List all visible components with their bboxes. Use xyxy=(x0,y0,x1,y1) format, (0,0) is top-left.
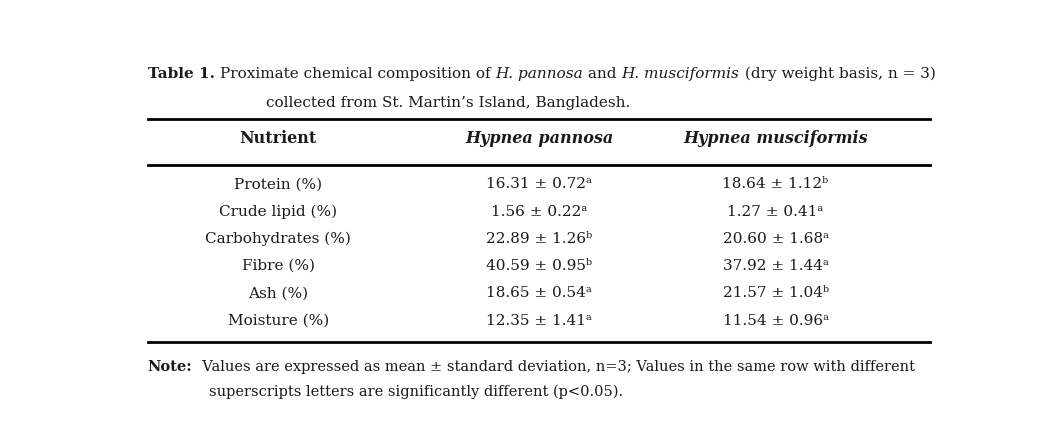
Text: 18.65 ± 0.54ᵃ: 18.65 ± 0.54ᵃ xyxy=(486,286,592,300)
Text: Protein (%): Protein (%) xyxy=(235,177,322,191)
Text: Hypnea pannosa: Hypnea pannosa xyxy=(465,129,613,146)
Text: Ash (%): Ash (%) xyxy=(248,286,308,300)
Text: Hypnea musciformis: Hypnea musciformis xyxy=(684,129,868,146)
Text: Values are expressed as mean ± standard deviation, n=3; Values in the same row w: Values are expressed as mean ± standard … xyxy=(193,359,914,374)
Text: 21.57 ± 1.04ᵇ: 21.57 ± 1.04ᵇ xyxy=(723,286,829,300)
Text: superscripts letters are significantly different (p<0.05).: superscripts letters are significantly d… xyxy=(209,384,623,398)
Text: H. pannosa: H. pannosa xyxy=(495,67,583,80)
Text: 37.92 ± 1.44ᵃ: 37.92 ± 1.44ᵃ xyxy=(723,258,829,273)
Text: 11.54 ± 0.96ᵃ: 11.54 ± 0.96ᵃ xyxy=(723,313,829,327)
Text: 20.60 ± 1.68ᵃ: 20.60 ± 1.68ᵃ xyxy=(723,231,829,246)
Text: and: and xyxy=(583,67,622,80)
Text: 12.35 ± 1.41ᵃ: 12.35 ± 1.41ᵃ xyxy=(486,313,592,327)
Text: Nutrient: Nutrient xyxy=(240,129,317,146)
Text: Moisture (%): Moisture (%) xyxy=(227,313,329,327)
Text: 16.31 ± 0.72ᵃ: 16.31 ± 0.72ᵃ xyxy=(486,177,592,191)
Text: 18.64 ± 1.12ᵇ: 18.64 ± 1.12ᵇ xyxy=(723,177,829,191)
Text: Fibre (%): Fibre (%) xyxy=(242,258,315,273)
Text: 1.27 ± 0.41ᵃ: 1.27 ± 0.41ᵃ xyxy=(727,204,824,218)
Text: (dry weight basis, n = 3): (dry weight basis, n = 3) xyxy=(740,67,935,81)
Text: H. musciformis: H. musciformis xyxy=(622,67,740,80)
Text: Note:: Note: xyxy=(147,359,193,374)
Text: Crude lipid (%): Crude lipid (%) xyxy=(219,204,338,218)
Text: 22.89 ± 1.26ᵇ: 22.89 ± 1.26ᵇ xyxy=(486,231,592,246)
Text: 1.56 ± 0.22ᵃ: 1.56 ± 0.22ᵃ xyxy=(491,204,587,218)
Text: Table 1.: Table 1. xyxy=(147,67,220,80)
Text: Proximate chemical composition of: Proximate chemical composition of xyxy=(220,67,495,80)
Text: Carbohydrates (%): Carbohydrates (%) xyxy=(205,231,351,246)
Text: 40.59 ± 0.95ᵇ: 40.59 ± 0.95ᵇ xyxy=(486,258,592,273)
Text: collected from St. Martin’s Island, Bangladesh.: collected from St. Martin’s Island, Bang… xyxy=(266,95,630,110)
